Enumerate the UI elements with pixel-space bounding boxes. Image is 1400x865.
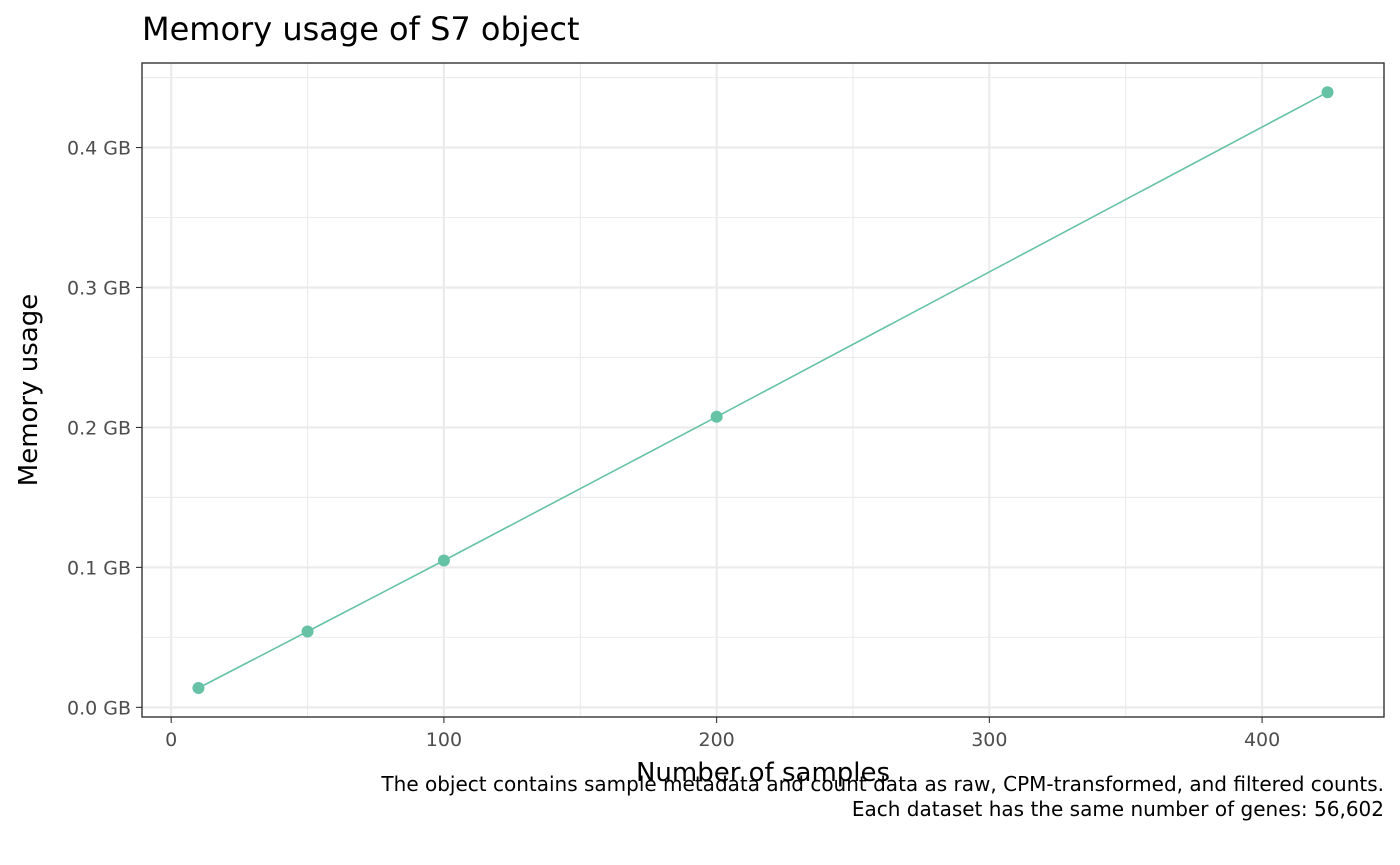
y-tick-label: 0.1 GB xyxy=(67,557,131,579)
y-axis-title: Memory usage xyxy=(14,294,44,486)
x-tick-label: 200 xyxy=(699,729,735,751)
y-tick-label: 0.0 GB xyxy=(67,697,131,719)
x-axis: 0 100 200 300 400 xyxy=(165,717,1280,751)
data-point xyxy=(1321,86,1334,99)
y-tick-label: 0.3 GB xyxy=(67,277,131,299)
x-tick-label: 100 xyxy=(426,729,462,751)
plot-panel-border xyxy=(141,62,1385,718)
minor-gridlines xyxy=(142,63,1384,717)
data-point xyxy=(710,410,723,423)
x-tick-label: 400 xyxy=(1244,729,1280,751)
y-tick-label: 0.2 GB xyxy=(67,417,131,439)
series-layer xyxy=(192,86,1334,695)
major-gridlines xyxy=(142,63,1384,717)
chart-title: Memory usage of S7 object xyxy=(142,10,580,48)
x-tick-label: 300 xyxy=(971,729,1007,751)
y-tick-label: 0.4 GB xyxy=(67,138,131,160)
x-tick-label: 0 xyxy=(165,729,177,751)
data-point xyxy=(192,682,205,695)
caption-line-2: Each dataset has the same number of gene… xyxy=(852,797,1384,821)
data-point xyxy=(301,625,314,638)
data-point xyxy=(437,554,450,567)
x-axis-title: Number of samples xyxy=(636,758,890,788)
caption-line-1: The object contains sample metadata and … xyxy=(380,772,1384,796)
y-axis: 0.0 GB 0.1 GB 0.2 GB 0.3 GB 0.4 GB xyxy=(67,138,142,719)
